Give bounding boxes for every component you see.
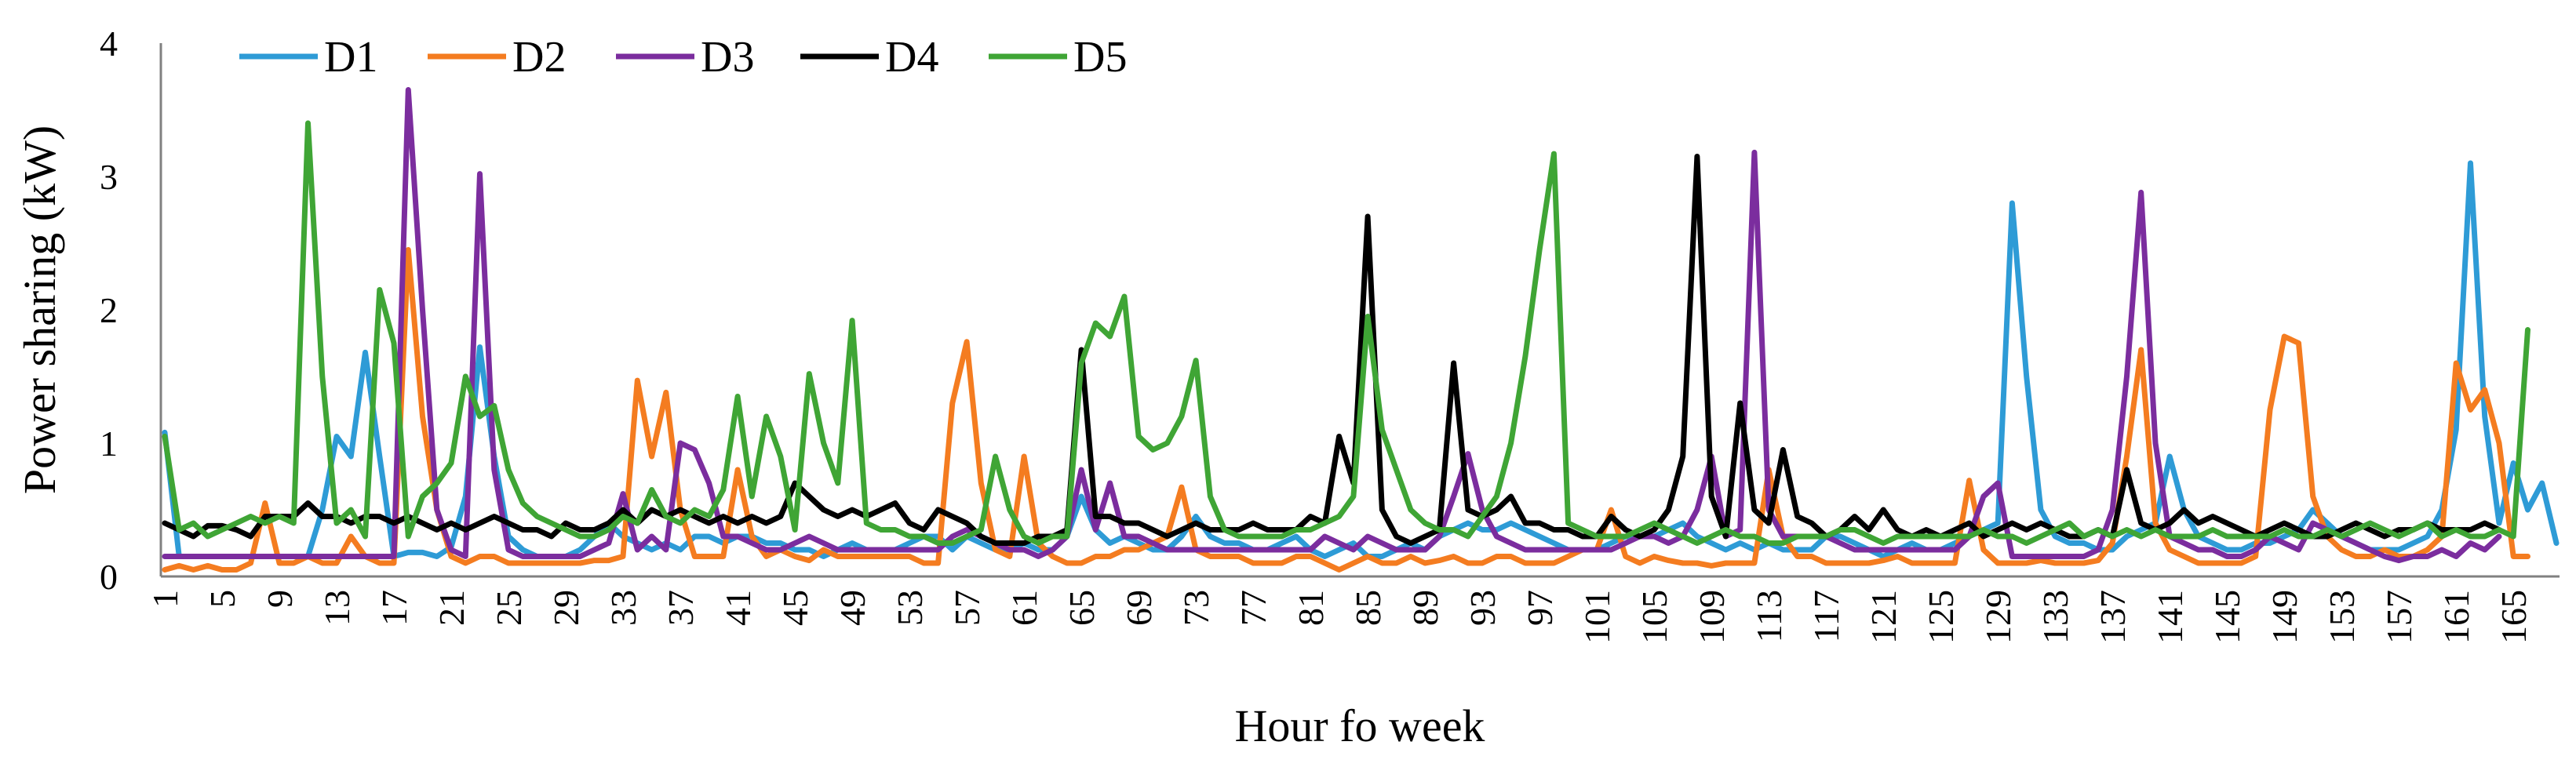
y-tick-label: 0 bbox=[100, 557, 118, 597]
legend-label-d3: D3 bbox=[701, 33, 754, 82]
series-line-d2 bbox=[162, 247, 2530, 573]
x-tick-label: 113 bbox=[1749, 590, 1789, 642]
y-tick-label: 2 bbox=[100, 290, 118, 330]
legend-label-d1: D1 bbox=[324, 33, 377, 82]
x-tick-label: 45 bbox=[775, 590, 815, 626]
x-tick-label: 69 bbox=[1119, 590, 1159, 626]
x-tick-label: 121 bbox=[1864, 590, 1904, 644]
x-tick-label: 89 bbox=[1405, 590, 1445, 626]
x-tick-label: 125 bbox=[1921, 590, 1961, 644]
x-tick-label: 25 bbox=[489, 590, 529, 626]
y-axis-title: Power sharing (kW) bbox=[14, 125, 65, 494]
y-tick-labels: 0 1 2 3 4 bbox=[100, 24, 118, 597]
x-tick-label: 105 bbox=[1634, 590, 1674, 644]
x-tick-label: 33 bbox=[603, 590, 643, 626]
series-line-d5 bbox=[162, 120, 2530, 546]
x-tick-label: 141 bbox=[2150, 590, 2190, 644]
legend-label-d4: D4 bbox=[885, 33, 938, 82]
x-tick-label: 57 bbox=[947, 590, 987, 626]
x-tick-label: 37 bbox=[661, 590, 701, 626]
y-tick-label: 1 bbox=[100, 424, 118, 464]
y-tick-label: 3 bbox=[100, 157, 118, 197]
x-tick-label: 101 bbox=[1577, 590, 1617, 644]
y-tick-label: 4 bbox=[100, 24, 118, 64]
x-tick-label: 1 bbox=[145, 590, 185, 608]
x-tick-label: 61 bbox=[1004, 590, 1044, 626]
x-tick-label: 85 bbox=[1348, 590, 1388, 626]
x-tick-label: 9 bbox=[260, 590, 300, 608]
x-tick-label: 97 bbox=[1520, 590, 1560, 626]
x-tick-label: 5 bbox=[202, 590, 242, 608]
x-tick-label: 49 bbox=[833, 590, 873, 626]
x-tick-label: 93 bbox=[1463, 590, 1503, 626]
x-tick-label: 129 bbox=[1978, 590, 2018, 644]
legend: D1 D2 D3 D4 D5 bbox=[239, 33, 1127, 82]
x-tick-label: 29 bbox=[546, 590, 586, 626]
x-tick-label: 77 bbox=[1233, 590, 1273, 626]
x-tick-label: 153 bbox=[2322, 590, 2362, 644]
series-lines bbox=[162, 87, 2560, 573]
x-tick-label: 13 bbox=[317, 590, 357, 626]
x-tick-label: 41 bbox=[718, 590, 758, 626]
x-tick-label: 157 bbox=[2379, 590, 2419, 644]
x-tick-label: 17 bbox=[374, 590, 414, 626]
x-tick-label: 109 bbox=[1692, 590, 1732, 644]
x-tick-label: 65 bbox=[1062, 590, 1102, 626]
x-tick-label: 53 bbox=[890, 590, 930, 626]
x-axis-title: Hour fo week bbox=[1235, 700, 1485, 751]
x-tick-label: 81 bbox=[1291, 590, 1331, 626]
x-tick-label: 21 bbox=[432, 590, 472, 626]
x-tick-labels: 1 5 9 13 17 21 25 29 33 37 41 45 49 53 57 61 65 69 73 77 81 8… bbox=[145, 590, 2534, 644]
x-axis: 1 5 9 13 17 21 25 29 33 37 41 45 49 53 57 61 65 69 73 77 81 8… bbox=[145, 575, 2560, 644]
x-tick-label: 149 bbox=[2264, 590, 2305, 644]
x-tick-label: 145 bbox=[2207, 590, 2247, 644]
x-tick-label: 161 bbox=[2436, 590, 2476, 644]
legend-label-d2: D2 bbox=[512, 33, 566, 82]
y-axis: 0 1 2 3 4 bbox=[100, 24, 162, 597]
x-tick-label: 133 bbox=[2035, 590, 2075, 644]
x-tick-label: 73 bbox=[1176, 590, 1216, 626]
x-tick-label: 137 bbox=[2093, 590, 2133, 644]
x-tick-label: 165 bbox=[2494, 590, 2534, 644]
series-line-d3 bbox=[162, 87, 2502, 564]
legend-label-d5: D5 bbox=[1073, 33, 1127, 82]
x-tick-label: 117 bbox=[1806, 590, 1846, 642]
